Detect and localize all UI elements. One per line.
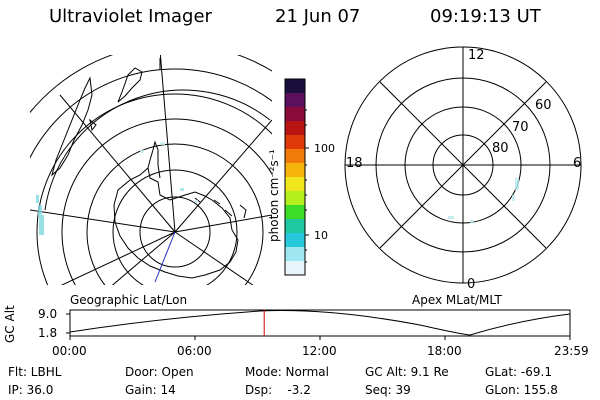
mlat-label-80: 80 [492, 141, 509, 156]
coastline-australia [51, 76, 93, 177]
coastline-peninsula [147, 140, 161, 179]
timeline-xtick: 06:00 [177, 344, 212, 358]
colorbar-segment [285, 163, 305, 178]
mlat-label-70: 70 [512, 120, 529, 135]
info-door: Door: Open [125, 365, 194, 379]
colorbar-segment [285, 219, 305, 234]
info-dsp: Dsp: -3.2 [245, 383, 311, 397]
colorbar [285, 79, 305, 276]
info-gc-alt: GC Alt: 9.1 Re [365, 365, 449, 379]
colorbar-unit-label: photon cm⁻²s⁻¹ [267, 149, 281, 242]
coastline-se [239, 204, 247, 219]
mlt-label-0: 0 [467, 277, 476, 292]
lat-circle [61, 118, 272, 285]
timeline-ytick-top: 9.0 [38, 307, 58, 321]
mlat-label-60: 60 [535, 98, 552, 113]
colorbar-segment [285, 107, 305, 122]
info-mode: Mode: Normal [245, 365, 329, 379]
info-gain: Gain: 14 [125, 383, 176, 397]
info-glat: GLat: -69.1 [485, 365, 552, 379]
timeline-y-label: GC Alt [3, 305, 17, 343]
colorbar-segment [285, 149, 305, 164]
satellite-track [154, 231, 176, 283]
lat-circle [139, 196, 211, 268]
info-seq: Seq: 39 [365, 383, 411, 397]
colorbar-tick-10: 10 [314, 229, 328, 242]
mlt-label-18: 18 [346, 156, 363, 171]
colorbar-segment [285, 177, 305, 192]
meridians [30, 55, 272, 285]
lat-circle [112, 169, 238, 285]
coastline-nz [117, 67, 143, 103]
colorbar-segment [285, 121, 305, 136]
mlt-label-12: 12 [468, 48, 485, 63]
aurora-speckles-right [448, 178, 519, 223]
lat-circle [36, 93, 272, 285]
colorbar-tick-100: 100 [314, 142, 335, 155]
timeline-xtick: 23:59 [554, 344, 589, 358]
colorbar-segment [285, 247, 305, 262]
aurora-speckles-left [36, 142, 198, 235]
info-glon: GLon: 155.8 [485, 383, 558, 397]
timeline-xtick: 00:00 [52, 344, 87, 358]
map-boundary [44, 58, 271, 211]
info-filter: Flt: LBHL [8, 365, 62, 379]
colorbar-segment [285, 205, 305, 220]
left-map-caption: Geographic Lat/Lon [70, 293, 188, 307]
colorbar-segment [285, 233, 305, 248]
info-ip: IP: 36.0 [8, 383, 54, 397]
colorbar-segment [285, 135, 305, 150]
altitude-curve [69, 310, 571, 336]
right-map-caption: Apex MLat/MLT [412, 293, 502, 307]
timeline-ticks [66, 313, 571, 340]
colorbar-segment [285, 191, 305, 206]
time-label: 09:19:13 UT [430, 6, 541, 27]
colorbar-frame [284, 78, 306, 276]
timeline-xtick: 18:00 [427, 344, 462, 358]
colorbar-segment [285, 261, 305, 276]
mlt-label-6: 6 [573, 156, 582, 171]
timeline-xtick: 12:00 [302, 344, 337, 358]
lat-circle [30, 68, 272, 159]
timeline-ytick-bottom: 1.8 [38, 326, 58, 340]
date-label: 21 Jun 07 [275, 6, 361, 27]
colorbar-segment [285, 93, 305, 108]
coastline-antarctica [113, 167, 239, 279]
apex-map [344, 46, 582, 284]
instrument-title: Ultraviolet Imager [49, 6, 212, 27]
timeline-frame [69, 309, 571, 337]
geographic-map [30, 55, 272, 285]
colorbar-ticks [305, 109, 309, 263]
colorbar-segment [285, 79, 305, 94]
lat-circle [86, 143, 264, 285]
